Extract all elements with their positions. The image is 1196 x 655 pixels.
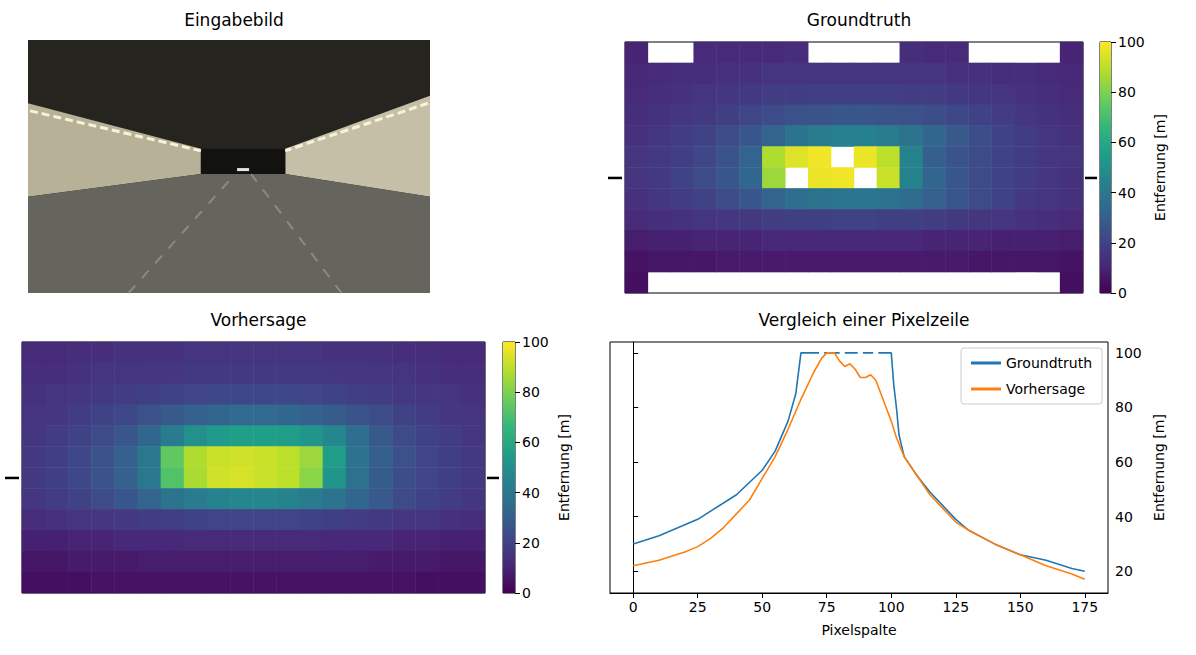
svg-text:40: 40 xyxy=(1115,509,1133,525)
svg-text:0: 0 xyxy=(522,585,531,601)
svg-text:60: 60 xyxy=(1115,454,1133,470)
svg-text:Groundtruth: Groundtruth xyxy=(1006,355,1092,371)
svg-text:0: 0 xyxy=(629,599,638,615)
svg-text:Entfernung [m]: Entfernung [m] xyxy=(556,414,572,521)
svg-text:Groundtruth: Groundtruth xyxy=(807,10,911,30)
svg-text:100: 100 xyxy=(1118,34,1145,50)
svg-text:100: 100 xyxy=(878,599,905,615)
svg-text:Entfernung [m]: Entfernung [m] xyxy=(1152,114,1168,221)
svg-text:40: 40 xyxy=(1118,185,1136,201)
svg-text:20: 20 xyxy=(1118,235,1136,251)
svg-text:Pixelspalte: Pixelspalte xyxy=(821,622,896,638)
svg-text:Eingabebild: Eingabebild xyxy=(184,10,284,30)
svg-text:60: 60 xyxy=(522,434,540,450)
svg-text:100: 100 xyxy=(522,334,549,350)
svg-text:20: 20 xyxy=(1115,563,1133,579)
svg-text:80: 80 xyxy=(1115,399,1133,415)
svg-text:Entfernung [m]: Entfernung [m] xyxy=(1151,414,1167,521)
svg-text:50: 50 xyxy=(753,599,771,615)
svg-text:125: 125 xyxy=(942,599,969,615)
svg-text:Vorhersage: Vorhersage xyxy=(1006,381,1085,397)
svg-text:75: 75 xyxy=(818,599,836,615)
svg-text:Vorhersage: Vorhersage xyxy=(210,310,306,330)
svg-text:150: 150 xyxy=(1007,599,1034,615)
svg-text:Vergleich einer Pixelzeile: Vergleich einer Pixelzeile xyxy=(758,310,969,330)
svg-text:100: 100 xyxy=(1115,345,1142,361)
svg-text:25: 25 xyxy=(689,599,707,615)
svg-text:80: 80 xyxy=(522,384,540,400)
svg-text:20: 20 xyxy=(522,535,540,551)
svg-text:175: 175 xyxy=(1071,599,1098,615)
svg-text:0: 0 xyxy=(1118,285,1127,301)
svg-text:80: 80 xyxy=(1118,84,1136,100)
svg-text:40: 40 xyxy=(522,485,540,501)
svg-text:60: 60 xyxy=(1118,134,1136,150)
